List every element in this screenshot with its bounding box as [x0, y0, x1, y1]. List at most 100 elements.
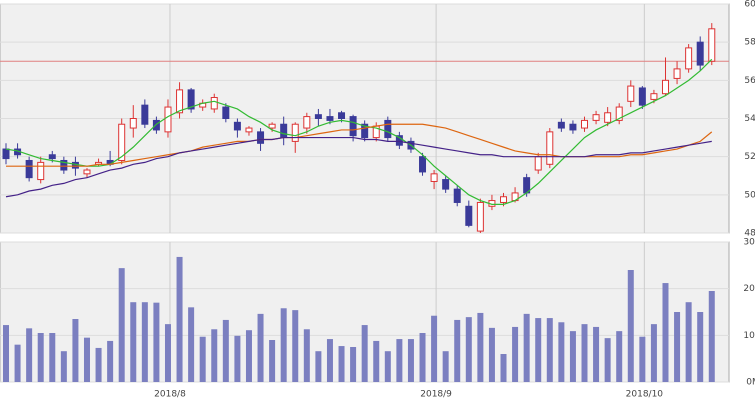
candle-body — [349, 116, 357, 137]
volume-bar — [708, 291, 715, 382]
candle-body — [546, 131, 554, 165]
x-tick-label: 2018/8 — [154, 390, 186, 400]
candle-body — [48, 154, 56, 160]
candle-body — [268, 123, 276, 129]
volume-bar — [407, 339, 414, 382]
y-tick-label: 560 — [744, 76, 755, 86]
candle-body — [257, 131, 265, 144]
y-tick-label: 540 — [744, 114, 755, 124]
volume-bar — [627, 270, 634, 382]
y-tick-label: 20M — [743, 284, 755, 294]
candle-body — [592, 114, 600, 121]
candle-body — [500, 196, 508, 203]
candle-body — [37, 161, 45, 181]
volume-bar — [60, 351, 67, 382]
y-tick-label: 480 — [744, 229, 755, 239]
candle-body — [361, 123, 369, 139]
candle-body — [465, 205, 473, 226]
volume-bar — [211, 329, 218, 382]
candle-body — [222, 106, 230, 120]
candle-body — [384, 119, 392, 139]
candle-body — [291, 123, 299, 142]
volume-bar — [396, 339, 403, 382]
volume-bar — [604, 338, 611, 382]
volume-bar — [49, 333, 56, 382]
volume-bar — [176, 256, 183, 382]
candle-body — [118, 123, 126, 161]
candle-body — [152, 119, 160, 131]
candle-body — [280, 123, 288, 139]
volume-bar — [280, 308, 287, 382]
volume-bar — [581, 324, 588, 382]
volume-bar — [3, 325, 9, 382]
candle-body — [210, 97, 218, 110]
volume-bar — [454, 319, 461, 382]
volume-bar — [685, 302, 692, 382]
candle-body — [627, 85, 635, 102]
moving-average-line — [5, 136, 712, 198]
volume-bar — [650, 324, 657, 382]
candle-body — [83, 169, 91, 175]
y-tick-label: 580 — [744, 38, 755, 48]
candle-body — [534, 156, 542, 171]
volume-bar — [569, 331, 576, 382]
candle-body — [164, 106, 172, 133]
volume-bar — [326, 339, 333, 382]
volume-bar — [338, 346, 345, 382]
volume-bar — [83, 337, 90, 382]
candle-body — [557, 121, 565, 129]
candle-body — [615, 106, 623, 121]
x-tick-label: 2018/10 — [626, 390, 664, 400]
volume-bar — [292, 310, 299, 382]
candle-body — [314, 114, 322, 120]
volume-bar — [315, 351, 322, 382]
candle-body — [638, 87, 646, 106]
volume-bar — [153, 302, 160, 382]
candle-body — [650, 93, 658, 100]
x-tick-label: 2018/9 — [420, 390, 452, 400]
volume-bar — [164, 324, 171, 382]
volume-bar — [674, 312, 681, 382]
candle-body — [673, 68, 681, 79]
volume-bar — [384, 351, 391, 382]
candle-body — [25, 159, 33, 179]
y-tick-label: 10M — [743, 331, 755, 341]
candle-body — [303, 116, 311, 129]
volume-bar — [303, 329, 310, 382]
volume-bar — [118, 268, 125, 382]
volume-bar — [257, 313, 264, 382]
candle-body — [453, 188, 461, 203]
candle-body — [476, 201, 484, 232]
volume-bar — [419, 333, 426, 382]
y-tick-label: 500 — [744, 190, 755, 200]
volume-bar — [488, 327, 495, 382]
candle-body — [176, 89, 184, 114]
volume-bar — [512, 326, 519, 382]
volume-bar — [222, 319, 229, 382]
candle-body — [129, 118, 137, 129]
volume-bar — [188, 307, 195, 382]
candle-body — [338, 112, 346, 120]
candle-body — [685, 47, 693, 70]
volume-bar — [361, 325, 368, 382]
moving-average-line — [5, 58, 713, 205]
candle-body — [233, 121, 241, 131]
volume-bar — [558, 322, 565, 382]
candle-body — [661, 79, 669, 95]
volume-bar — [107, 340, 114, 382]
y-tick-label: 0M — [746, 378, 755, 388]
candle-body — [569, 123, 577, 131]
volume-bar — [523, 313, 530, 382]
candle-body — [419, 156, 427, 173]
volume-bar — [697, 312, 704, 382]
candle-body — [708, 28, 716, 62]
volume-bar — [14, 344, 21, 382]
candle-body — [696, 41, 704, 66]
volume-bar — [662, 283, 669, 382]
volume-bar — [26, 328, 33, 382]
candle-body — [581, 119, 588, 129]
y-tick-label: 520 — [744, 152, 755, 162]
candle-body — [245, 127, 253, 133]
volume-bar — [72, 319, 79, 382]
